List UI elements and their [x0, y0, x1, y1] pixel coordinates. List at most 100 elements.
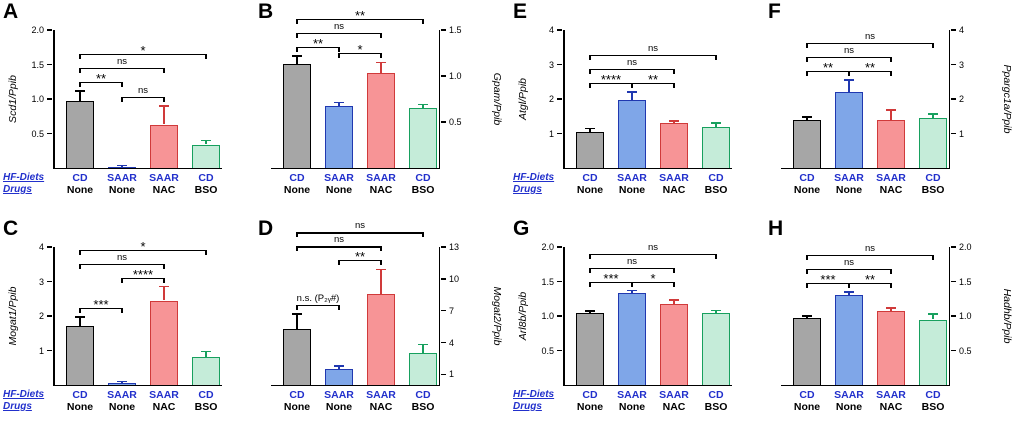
y-tick	[47, 29, 52, 31]
y-tick-label: 3	[38, 276, 44, 287]
sig-bracket	[339, 53, 381, 55]
sig-label: **	[864, 271, 876, 287]
sig-bracket-end	[163, 277, 165, 283]
diet-label: CD	[799, 172, 815, 184]
error-bar-cap	[201, 139, 211, 142]
sig-bracket-end	[79, 53, 81, 59]
sig-bracket-end	[296, 46, 298, 52]
error-bar-cap	[627, 91, 637, 93]
sig-bracket	[122, 277, 164, 279]
y-tick-label: 1.0	[959, 311, 972, 321]
sig-label: ns	[137, 84, 149, 96]
sig-bracket	[297, 32, 381, 34]
sig-bracket	[807, 268, 891, 270]
sig-bracket-end	[806, 71, 808, 76]
y-tick-label: 1.0	[541, 311, 554, 321]
sig-bracket-end	[121, 308, 123, 313]
sig-bracket-end	[121, 96, 123, 102]
plot-area-C: 1 2 3 4 **** *** ns *	[39, 239, 222, 386]
diet-label: CD	[708, 389, 724, 401]
diet-label: CD	[582, 389, 598, 401]
error-bar-cap	[802, 116, 812, 118]
y-axis-label: Mogat1/Ppib	[7, 286, 19, 346]
sig-bracket-end	[932, 43, 934, 48]
sig-label: ns	[116, 55, 128, 67]
diet-label: SAAR	[876, 389, 906, 401]
sig-bracket-end	[380, 260, 382, 266]
y-tick-label: 1.0	[31, 94, 44, 104]
diet-label: CD	[72, 389, 88, 401]
error-bar-cap	[418, 103, 428, 106]
panel-H: H 0.5 1.0 1.5 2.0 ** *** ns ns Hadhb/Ppib CD None SA…	[765, 217, 1020, 434]
drug-label: BSO	[194, 401, 218, 413]
bar-cd-none	[576, 131, 604, 168]
sig-bracket-end	[296, 304, 298, 310]
y-axis-label: Mogat2/Ppib	[491, 286, 503, 346]
sig-label: **	[647, 72, 659, 88]
drug-label: NAC	[152, 401, 176, 413]
error-bar	[296, 55, 298, 65]
diet-label: SAAR	[876, 172, 906, 184]
diet-label: SAAR	[834, 172, 864, 184]
bar-cd-none	[66, 101, 94, 168]
sig-bracket-end	[205, 53, 207, 59]
hf-diets-label: HF-Diets	[3, 172, 45, 183]
y-tick-label: 0.5	[959, 345, 972, 356]
bar-saar-none	[325, 106, 353, 168]
error-bar	[806, 316, 808, 319]
error-bar-cap	[585, 310, 595, 312]
sig-label: ns	[333, 20, 345, 32]
sig-bracket	[80, 53, 206, 55]
y-axis	[53, 247, 55, 385]
sig-label: **	[864, 60, 876, 75]
y-tick	[441, 278, 446, 280]
drug-label: None	[325, 401, 353, 413]
sig-bracket-end	[296, 232, 298, 238]
y-tick-label: 7	[449, 305, 455, 316]
error-bar-cap	[711, 122, 721, 124]
error-bar-cap	[669, 299, 679, 301]
bar-saar-none	[108, 382, 136, 385]
error-bar-cap	[844, 79, 854, 81]
drugs-label: Drugs	[3, 401, 32, 412]
sig-label: **	[354, 249, 366, 265]
sig-bracket-end	[631, 281, 633, 287]
sig-label: ****	[600, 72, 622, 88]
bar-cd-bso	[919, 118, 947, 168]
bar-saar-none	[618, 293, 646, 385]
sig-bracket-end	[422, 18, 424, 24]
error-bar-cap	[334, 365, 344, 367]
drug-label: None	[576, 401, 604, 413]
y-tick-label: 4	[959, 25, 965, 35]
error-bar	[79, 317, 81, 326]
y-tick	[557, 315, 562, 317]
error-bar-cap	[802, 315, 812, 317]
x-axis	[781, 167, 950, 169]
y-axis-label: Atgl/Ppib	[517, 77, 529, 121]
sig-bracket	[590, 83, 632, 85]
sig-bracket	[807, 282, 849, 284]
error-bar	[673, 300, 675, 305]
panel-E: E 1 2 3 4 ** **** ns ns Atgl/Ppib CD None SAAR None SA…	[510, 0, 765, 217]
y-tick	[47, 349, 52, 352]
error-bar	[806, 116, 808, 120]
y-axis	[948, 247, 950, 385]
y-tick-label: 10	[449, 273, 460, 284]
sig-bracket	[807, 71, 849, 73]
sig-bracket-end	[79, 263, 81, 269]
sig-bracket	[297, 46, 339, 48]
error-bar	[163, 286, 165, 301]
sig-bracket	[849, 282, 891, 284]
bar-cd-none	[793, 318, 821, 385]
diet-label: SAAR	[366, 172, 396, 184]
bar-cd-bso	[409, 353, 437, 385]
y-tick	[951, 349, 956, 352]
y-tick-label: 1	[38, 345, 44, 356]
bar-saar-nac	[660, 304, 688, 385]
error-bar-cap	[886, 109, 896, 111]
panel-F: F 1 2 3 4 ** ** ns ns Ppargc1a/Ppib CD None SAAR None…	[765, 0, 1020, 217]
bar-cd-bso	[192, 356, 220, 385]
sig-bracket	[632, 281, 674, 283]
y-tick-label: 1	[548, 128, 554, 139]
error-bar	[631, 92, 633, 100]
